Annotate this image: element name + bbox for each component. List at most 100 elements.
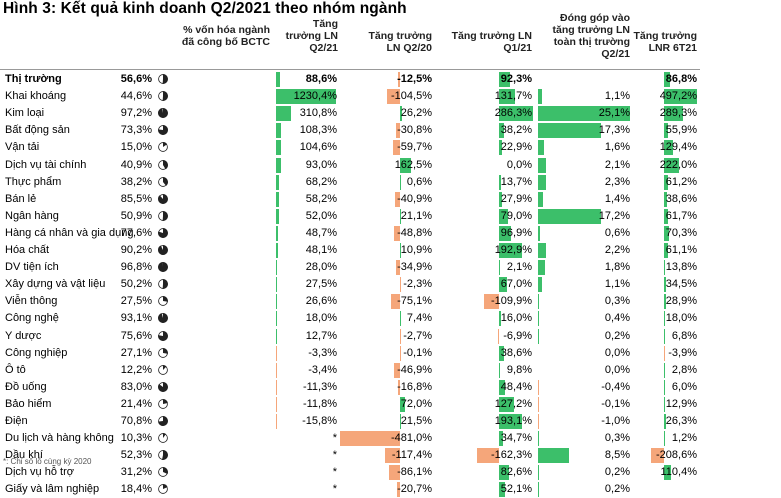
q2-bar <box>276 311 277 327</box>
contrib-bar <box>538 243 547 258</box>
growth-q1-21-value: 38,2% <box>500 124 532 137</box>
growth-q2-21-value: 108,3% <box>299 124 337 137</box>
cap-share-value: 93,1% <box>120 312 152 325</box>
contrib-bar <box>538 260 545 276</box>
h1-bar <box>664 379 665 395</box>
growth-q2-21-value: -15,8% <box>302 415 337 427</box>
q1-bar <box>499 277 507 293</box>
growth-6m21-value: 86,8% <box>665 73 697 85</box>
cap-share-pie-icon <box>158 296 168 307</box>
growth-q1-21-value: 2,1% <box>506 261 532 274</box>
cap-share-value: 38,2% <box>120 175 152 188</box>
cap-share-pie-icon <box>158 364 168 375</box>
q220-bar <box>397 379 400 395</box>
growth-q1-21-value: 82,6% <box>500 466 532 479</box>
q2-bar <box>276 362 277 378</box>
growth-q2-21-value: -3,4% <box>308 363 337 376</box>
growth-q2-21-value: 26,6% <box>305 295 337 308</box>
growth-q2-21-value: 93,0% <box>305 158 337 171</box>
growth-q1-21-value: 13,7% <box>500 175 532 188</box>
contrib-bar <box>537 414 539 429</box>
q220-bar <box>390 294 400 310</box>
cap-share-pie-icon <box>158 279 168 290</box>
growth-q1-21-value: -6,9% <box>503 329 532 342</box>
growth-6m21-value: 110,4% <box>660 466 698 479</box>
sector-name: Bất động sản <box>5 124 70 137</box>
growth-q1-21-value: 92,3% <box>500 73 532 85</box>
contrib-bar <box>538 208 602 224</box>
growth-q1-21-value: 0,0% <box>506 158 532 171</box>
q1-bar <box>499 379 505 395</box>
growth-q2-21-value: 58,2% <box>305 192 337 205</box>
table-row: Vận tải 15,0% 104,6% -59,7% 22,9% 1,6% 129,4% <box>0 139 700 156</box>
contribution-value: 0,2% <box>604 466 630 479</box>
header-growth-q2-21: Tăng trưởng LN Q2/21 <box>285 18 338 54</box>
growth-q2-21-value: 28,0% <box>305 261 337 274</box>
growth-q1-21-value: 48,4% <box>500 380 532 393</box>
sector-name: Thực phẩm <box>5 175 62 188</box>
table-row: Xây dựng và vật liệu 50,2% 27,5% -2,3% 67,0%… <box>0 276 700 293</box>
growth-q1-21-value: 127,2% <box>494 397 532 410</box>
q2-bar <box>276 72 281 87</box>
q220-bar <box>395 260 400 276</box>
h1-bar <box>664 191 667 207</box>
growth-q2-21-value: 1230,4% <box>293 90 337 103</box>
contrib-bar <box>538 89 543 105</box>
h1-bar <box>664 157 679 173</box>
growth-q2-21-value: 88,6% <box>305 73 337 85</box>
contribution-value: 17,3% <box>598 124 630 137</box>
sector-name: Kim loại <box>5 107 45 120</box>
contribution-value <box>540 71 630 88</box>
cap-share-value: 75,6% <box>120 329 152 342</box>
header-growth-6m21: Tăng trưởng LNR 6T21 <box>633 30 697 54</box>
growth-q2-21-value: 48,1% <box>305 244 337 256</box>
q2-bar <box>276 260 278 276</box>
growth-q1-21-value: 16,0% <box>500 312 532 325</box>
growth-q1-21-value: 52,1% <box>500 483 532 496</box>
h1-bar <box>664 140 673 156</box>
growth-6m21-value: 28,9% <box>665 295 697 308</box>
contribution-value: 0,3% <box>604 295 630 308</box>
q2-bar <box>276 414 277 429</box>
q220-bar <box>386 89 400 105</box>
sector-name: Bán lẻ <box>5 192 37 205</box>
contribution-value: -0,4% <box>601 380 630 393</box>
q1-bar <box>499 345 504 361</box>
contrib-bar <box>538 140 544 156</box>
q1-bar <box>484 294 499 310</box>
cap-share-pie-icon <box>158 210 168 221</box>
q1-bar <box>499 123 504 139</box>
sector-name: Vận tải <box>5 141 40 154</box>
cap-share-pie-icon <box>158 484 168 495</box>
growth-q1-21-value: 67,0% <box>500 278 532 291</box>
table-row: Bán lẻ 85,5% 58,2% -40,9% 27,9% 1,4% 38,6% <box>0 191 700 208</box>
q2-bar <box>276 277 278 293</box>
contrib-bar <box>538 277 543 293</box>
contribution-value: 0,4% <box>604 312 630 325</box>
growth-6m21-value: 497,2% <box>659 90 697 103</box>
footnote: *: Chỉ số lỗ cùng kỳ 2020 <box>3 457 92 466</box>
cap-share-pie-icon <box>158 467 168 478</box>
table-row: Bất động sản 73,3% 108,3% -30,8% 38,2% 17,3% 5… <box>0 122 700 139</box>
q2-bar <box>276 328 277 344</box>
contribution-value: 0,2% <box>604 483 630 496</box>
growth-6m21-value: 289,3% <box>659 107 697 120</box>
growth-q2-21-value: 310,8% <box>299 107 337 120</box>
growth-q1-21-value: 38,6% <box>500 346 532 359</box>
contrib-bar <box>538 225 541 241</box>
table-row: Thực phẩm 38,2% 68,2% 0,6% 13,7% 2,3% 61,2% <box>0 174 700 191</box>
growth-6m21-value: -3,9% <box>668 346 697 359</box>
sector-name: Hàng cá nhân và gia dụng <box>5 226 134 239</box>
q220-bar <box>400 396 405 412</box>
h1-bar <box>664 89 697 105</box>
cap-share-value: 77,6% <box>120 226 152 239</box>
table-row: Dịch vụ tài chính 40,9% 93,0% 162,5% 0,0% 2,1… <box>0 157 700 174</box>
h1-bar <box>664 123 668 139</box>
q2-bar <box>276 243 279 258</box>
sector-name: Dịch vụ hỗ trợ <box>5 466 74 479</box>
q1-bar <box>499 362 501 378</box>
h1-bar <box>664 294 666 310</box>
contribution-value: 0,3% <box>604 432 630 445</box>
contrib-bar <box>538 431 540 447</box>
cap-share-value: 27,5% <box>120 295 152 308</box>
